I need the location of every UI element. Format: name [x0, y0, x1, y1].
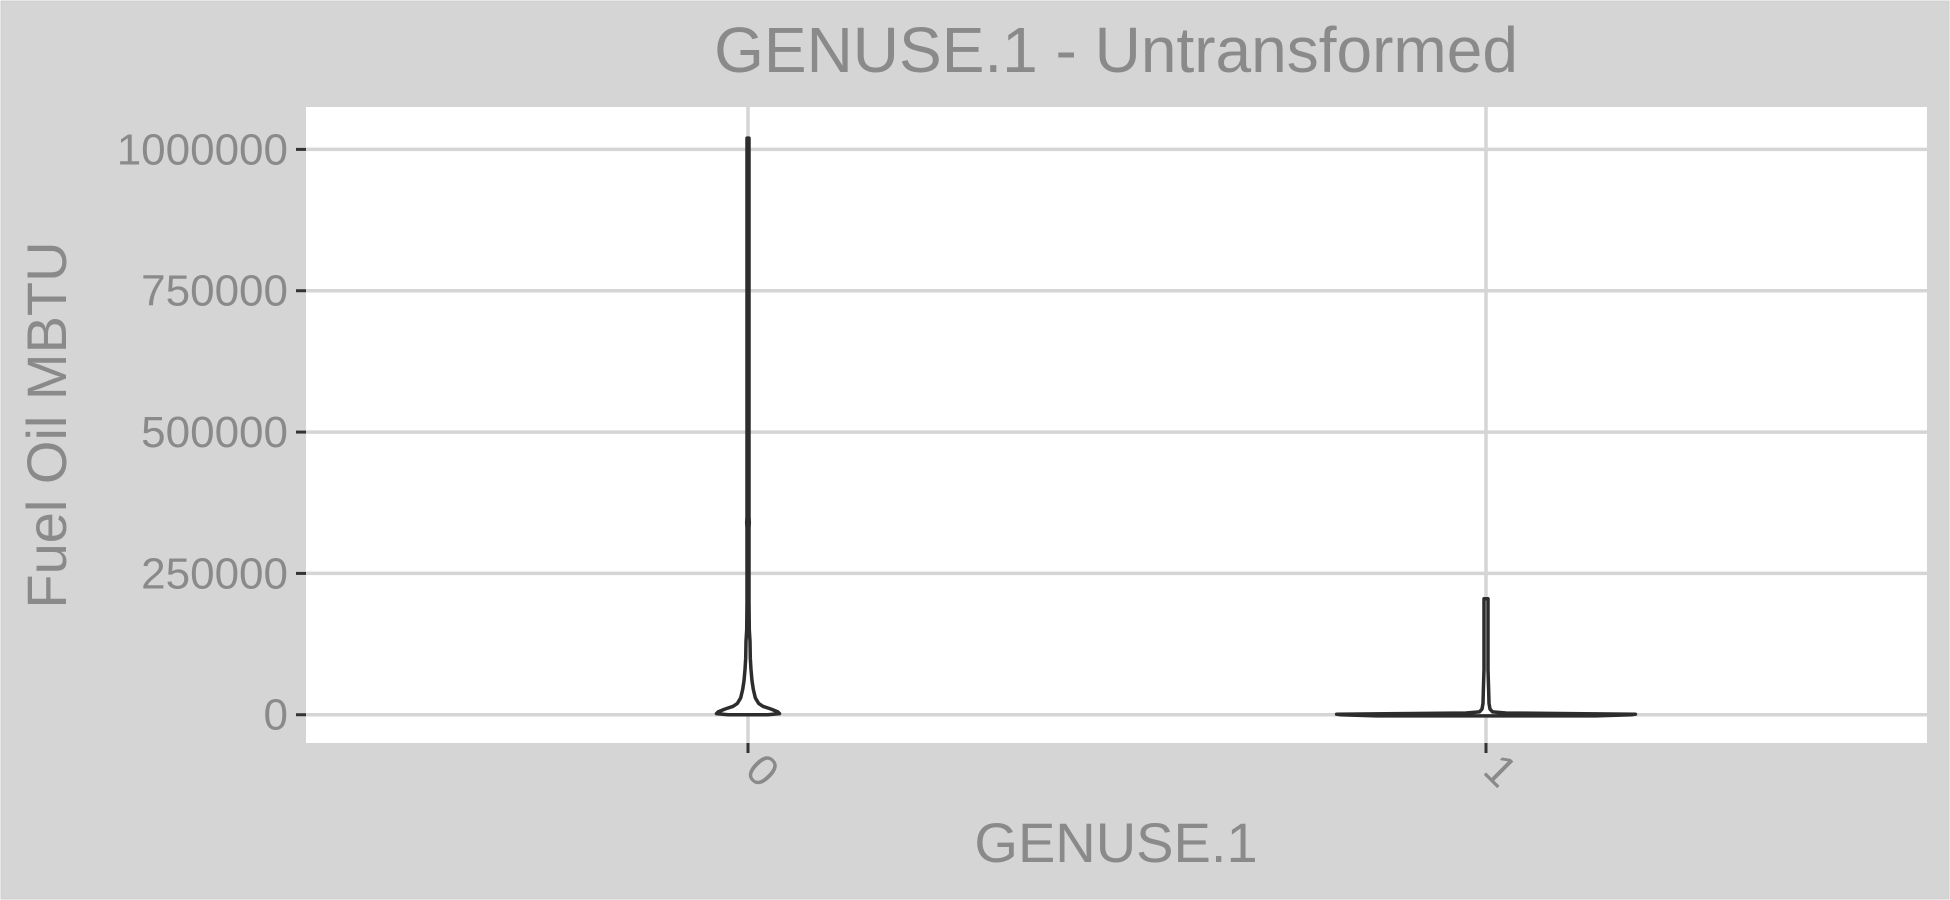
y-tick-label: 1000000 [117, 125, 288, 174]
violins [714, 136, 1638, 718]
plot-panel [306, 107, 1927, 743]
y-tick-label: 500000 [141, 408, 288, 457]
y-axis-title: Fuel Oil MBTU [15, 241, 78, 608]
x-axis-title: GENUSE.1 [974, 811, 1257, 874]
violin-0 [714, 136, 782, 717]
violin-1 [1334, 597, 1638, 718]
chart-title: GENUSE.1 - Untransformed [714, 14, 1518, 86]
y-tick-label: 0 [264, 691, 288, 740]
y-tick-label: 750000 [141, 267, 288, 316]
y-tick-label: 250000 [141, 549, 288, 598]
